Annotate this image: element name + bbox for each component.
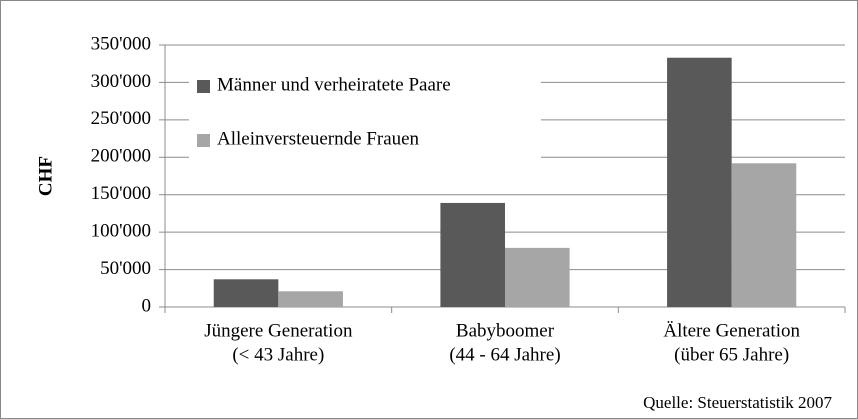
x-tick-label: Ältere Generation — [663, 320, 800, 341]
x-tick-label: Jüngere Generation — [204, 320, 353, 341]
x-tick-label: (über 65 Jahre) — [674, 344, 789, 365]
legend-swatch — [197, 80, 210, 93]
x-tick-label: (< 43 Jahre) — [232, 344, 324, 365]
y-tick-label: 0 — [142, 295, 152, 316]
x-tick-label: Babyboomer — [456, 320, 555, 341]
legend-label: Alleinversteuernde Frauen — [217, 128, 420, 149]
bar — [213, 279, 279, 307]
y-tick-label: 150'000 — [91, 183, 151, 204]
legend-box — [189, 64, 541, 164]
source-note: Quelle: Steuerstatistik 2007 — [643, 393, 832, 412]
y-tick-label: 200'000 — [91, 146, 151, 167]
bar — [731, 163, 797, 307]
legend-swatch — [197, 134, 210, 147]
y-tick-label: 300'000 — [91, 71, 151, 92]
bar — [440, 202, 505, 307]
y-tick-label: 50'000 — [100, 258, 151, 279]
legend-label: Männer und verheiratete Paare — [217, 74, 451, 95]
bar — [505, 247, 570, 307]
y-tick-label: 350'000 — [91, 33, 151, 54]
x-tick-label: (44 - 64 Jahre) — [449, 344, 560, 365]
y-axis-label: CHF — [35, 156, 56, 196]
y-tick-label: 100'000 — [91, 221, 151, 242]
bar — [667, 57, 732, 308]
bar — [278, 291, 343, 307]
y-tick-label: 250'000 — [91, 108, 151, 129]
